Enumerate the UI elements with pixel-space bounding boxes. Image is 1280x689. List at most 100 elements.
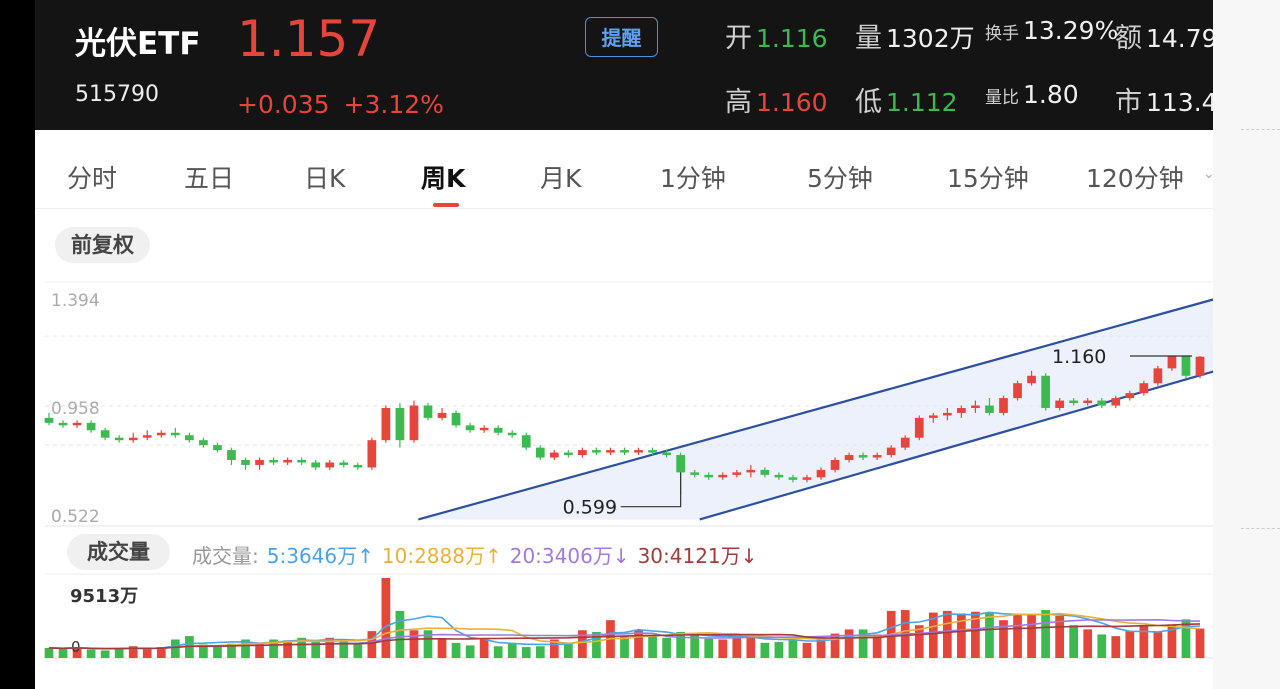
candle-body: [170, 432, 180, 436]
volume-ratio-value: 1.80: [1023, 80, 1079, 109]
tab-120min[interactable]: 120分钟: [1086, 164, 1184, 193]
candle-body: [269, 460, 278, 463]
candle-body: [1069, 400, 1079, 404]
candle-body: [971, 405, 980, 408]
kline-chart: 1.394 0.958 0.522 1.160 0.599 0: [44, 281, 1213, 659]
candle-body: [185, 435, 194, 441]
alert-button[interactable]: 提醒: [585, 17, 658, 57]
candle-body: [241, 460, 250, 465]
volume-bar: [1055, 615, 1064, 658]
candle-body: [255, 460, 264, 465]
candle-body: [213, 445, 222, 451]
volume-bar: [199, 644, 208, 658]
ma30-value: 30:4121万↓: [637, 544, 758, 568]
tab-monthly-k[interactable]: 月K: [540, 164, 582, 193]
volume-bar: [1097, 634, 1107, 658]
tab-intraday[interactable]: 分时: [67, 164, 118, 193]
candle-body: [634, 450, 643, 453]
volume-bar: [690, 634, 700, 658]
candle-body: [985, 405, 994, 413]
open-value: 1.116: [756, 24, 828, 53]
volume-indicator-button[interactable]: 成交量: [67, 534, 170, 570]
volume-bar: [830, 633, 840, 658]
volume-bar: [802, 642, 812, 658]
candle-body: [704, 474, 714, 478]
candle-body: [578, 450, 587, 456]
candle-body: [858, 455, 868, 458]
divider: [1241, 129, 1280, 130]
chevron-down-icon[interactable]: ⌄: [1203, 166, 1213, 182]
change-amount: +0.035: [237, 90, 330, 119]
tab-daily-k[interactable]: 日K: [304, 164, 346, 193]
volume-bar: [507, 642, 517, 658]
candle-body: [957, 407, 966, 413]
open-label: 开: [725, 23, 752, 54]
price-axis-label: 1.394: [51, 291, 100, 311]
ma5-line: [48, 611, 1201, 650]
candle-body: [606, 450, 615, 453]
channel-upper-line: [418, 298, 1213, 521]
low-label: 低: [855, 87, 882, 118]
volume-bar: [367, 631, 377, 658]
volume-bar: [676, 631, 685, 658]
volume-bar: [1195, 628, 1205, 658]
market-cap-label: 市: [1115, 87, 1142, 118]
candle-body: [1167, 355, 1177, 369]
candle-body: [535, 447, 545, 458]
tab-5min[interactable]: 5分钟: [807, 164, 873, 193]
candle-body: [325, 462, 335, 468]
tab-five-day[interactable]: 五日: [184, 164, 235, 193]
candle-body: [423, 405, 433, 418]
volume-bar: [451, 642, 461, 658]
amount-value: 14.79: [1146, 24, 1213, 53]
candle-body: [900, 437, 910, 448]
price-axis-label: 0.522: [51, 507, 100, 527]
stat-volume: 量 1302万: [855, 16, 975, 55]
candle-body: [507, 432, 517, 436]
candle-body: [128, 437, 138, 441]
candle-body: [156, 432, 166, 436]
candle-body: [830, 460, 840, 470]
candle-body: [592, 450, 601, 453]
candle-body: [1195, 356, 1205, 376]
volume-bar: [1111, 636, 1121, 658]
candle-body: [690, 472, 700, 475]
volume-bar: [339, 639, 349, 658]
period-tabs: 分时 五日 日K 周K 月K 1分钟 5分钟 15分钟 120分钟 ⌄: [35, 140, 1213, 209]
ma30-line: [48, 623, 1201, 650]
candle-body: [760, 469, 770, 475]
candle-body: [802, 477, 812, 480]
candle-body: [816, 469, 826, 478]
candle-body: [44, 417, 54, 423]
volume-bar: [999, 620, 1008, 658]
volume-bar: [241, 639, 250, 658]
high-label: 高: [725, 87, 752, 118]
volume-bar: [746, 636, 756, 658]
candle-body: [914, 417, 924, 438]
ma20-value: 20:3406万↓: [509, 544, 630, 568]
low-marker-label: 0.599: [563, 497, 617, 519]
volume-bar: [914, 625, 924, 658]
volume-bar: [409, 630, 419, 658]
candle-body: [676, 455, 685, 473]
volume-bar: [592, 631, 601, 658]
divider: [1241, 528, 1280, 529]
candle-body: [58, 422, 68, 426]
adjust-button[interactable]: 前复权: [55, 227, 150, 263]
candle-body: [620, 450, 629, 453]
volume-bar: [1139, 626, 1149, 658]
tab-weekly-k[interactable]: 周K: [421, 164, 466, 193]
volume-bar: [564, 643, 573, 658]
volume-bar: [1181, 619, 1191, 658]
tab-1min[interactable]: 1分钟: [660, 164, 726, 193]
candle-body: [648, 450, 657, 453]
volume-bar: [1153, 631, 1163, 658]
stat-volume-ratio: 量比 1.80: [985, 80, 1079, 109]
volume-bar: [395, 610, 405, 658]
volume-bar: [788, 640, 798, 658]
tab-15min[interactable]: 15分钟: [947, 164, 1029, 193]
volume-label: 量: [855, 23, 882, 54]
candle-body: [662, 452, 671, 456]
volume-bar: [465, 645, 475, 658]
fund-code: 515790: [75, 82, 159, 107]
